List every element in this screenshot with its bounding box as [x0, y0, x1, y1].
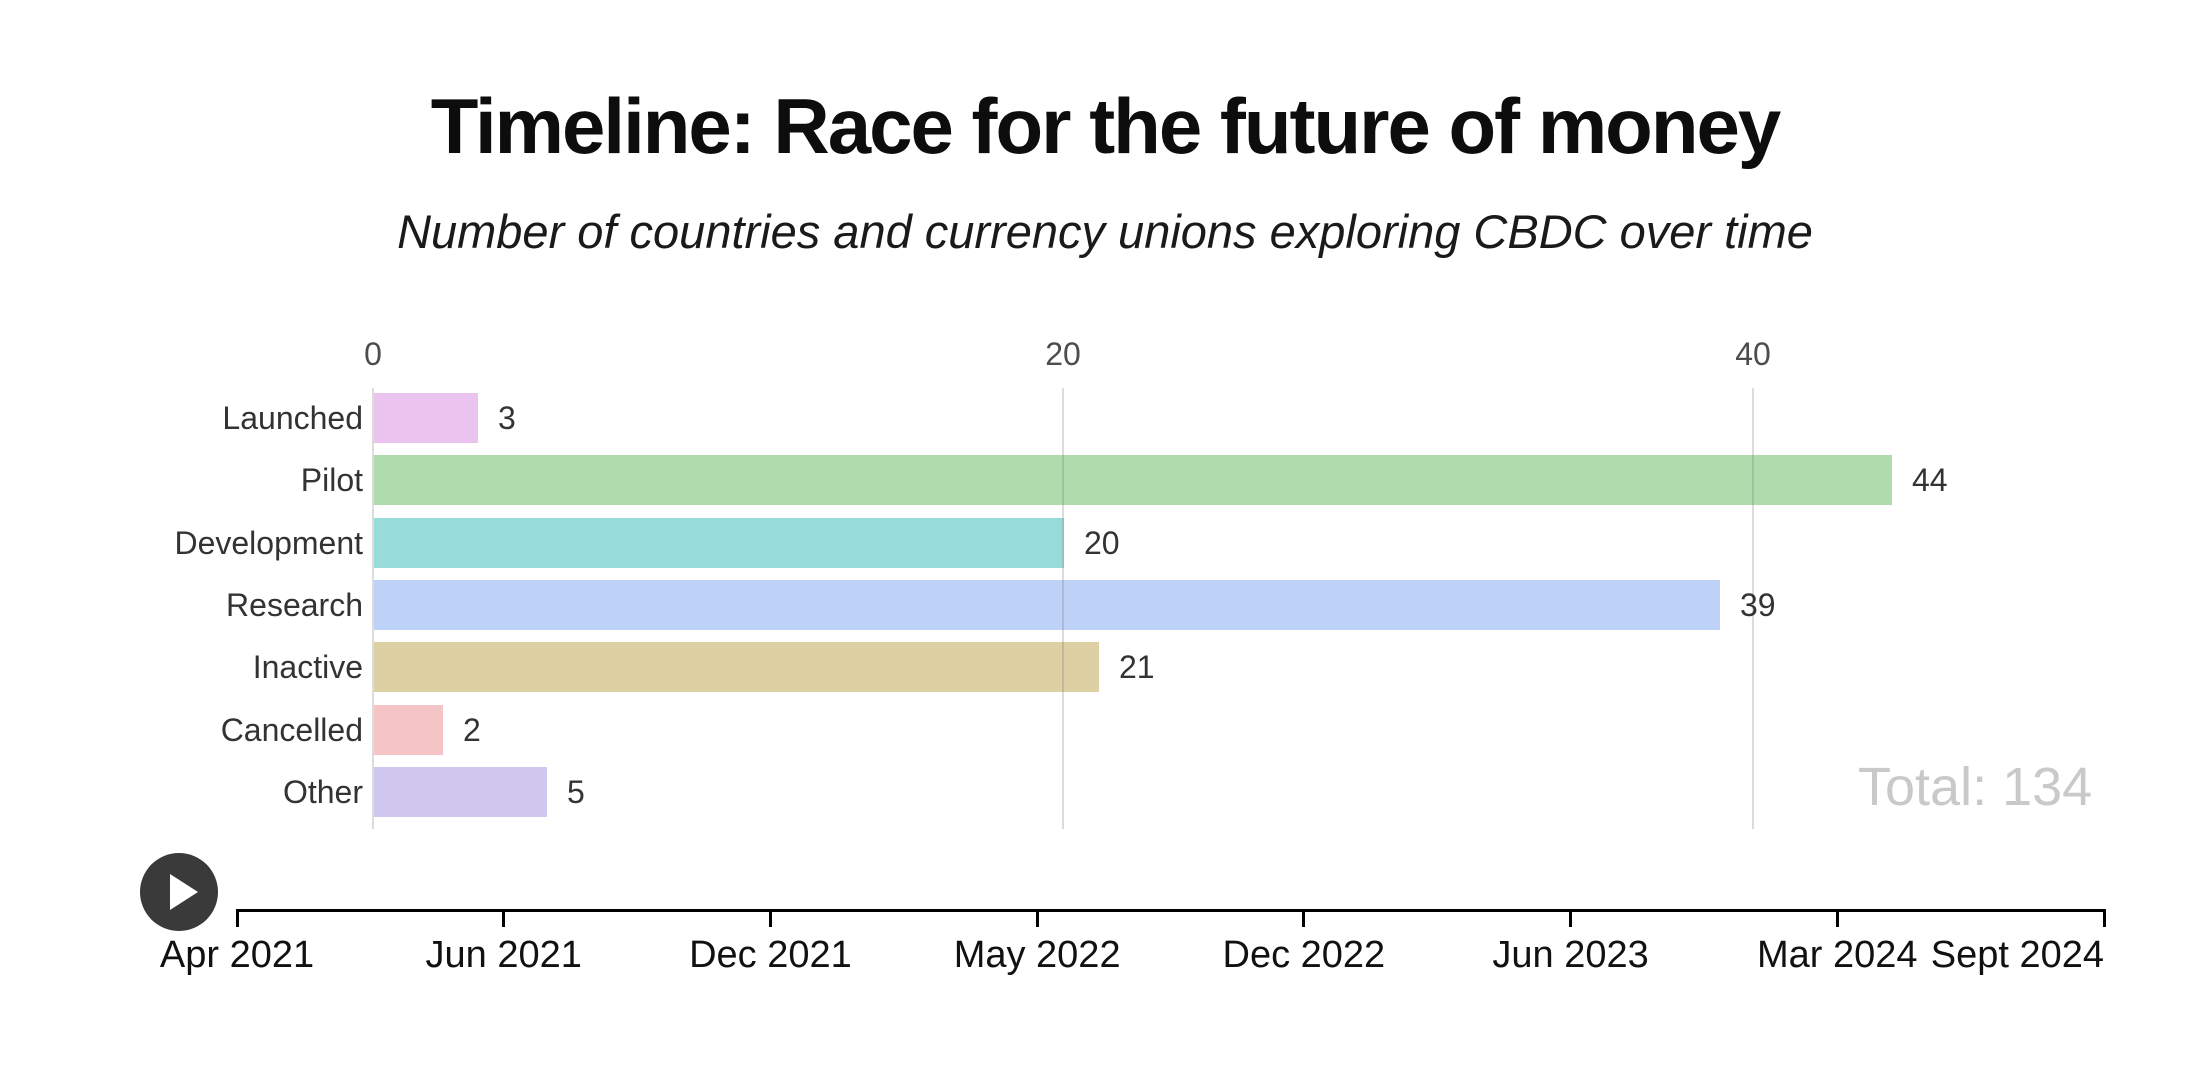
- value-label: 2: [463, 712, 481, 748]
- time-axis-label: Mar 2024: [1757, 934, 1918, 976]
- chart-title: Timeline: Race for the future of money: [430, 82, 1781, 170]
- time-axis-tick: [1569, 909, 1573, 927]
- value-label: 21: [1119, 649, 1155, 685]
- bar-launched: [374, 393, 478, 443]
- bar-cancelled: [374, 705, 443, 755]
- gridline: [1752, 388, 1754, 829]
- play-button[interactable]: [140, 853, 218, 931]
- time-axis-tick: [1302, 909, 1306, 927]
- value-label: 20: [1084, 525, 1120, 561]
- value-axis-tick-label: 40: [1735, 336, 1771, 372]
- gridline: [372, 388, 374, 829]
- time-axis-tick: [1035, 909, 1039, 927]
- gridline: [1062, 388, 1064, 829]
- value-label: 44: [1912, 462, 1948, 498]
- bar-pilot: [374, 455, 1892, 505]
- bar-development: [374, 518, 1064, 568]
- value-axis-tick-label: 0: [364, 336, 382, 372]
- time-axis-label: Jun 2021: [425, 934, 582, 976]
- time-axis-label: Dec 2021: [689, 934, 852, 976]
- category-label: Inactive: [252, 649, 363, 685]
- time-axis-label: Sept 2024: [1930, 934, 2104, 976]
- total-label: Total: 134: [1858, 757, 2093, 817]
- time-axis-label: May 2022: [953, 934, 1121, 976]
- value-label: 5: [567, 774, 585, 810]
- time-axis-tick: [502, 909, 506, 927]
- time-axis-tick: [2102, 909, 2106, 927]
- time-axis-tick: [1835, 909, 1839, 927]
- time-axis-label: Dec 2022: [1222, 934, 1386, 976]
- category-label: Research: [226, 587, 363, 623]
- category-label: Other: [282, 774, 363, 810]
- category-label: Pilot: [300, 462, 363, 498]
- time-axis-label: Apr 2021: [159, 934, 315, 976]
- category-label: Cancelled: [220, 712, 363, 748]
- value-label: 3: [498, 400, 516, 436]
- play-icon: [170, 874, 198, 910]
- time-axis-tick: [235, 909, 239, 927]
- value-label: 39: [1740, 587, 1776, 623]
- bar-other: [374, 767, 547, 817]
- time-axis-line: [237, 909, 2104, 912]
- chart-subtitle: Number of countries and currency unions …: [397, 205, 1813, 258]
- category-label: Launched: [222, 400, 363, 436]
- category-label: Development: [174, 525, 363, 561]
- time-axis-tick: [768, 909, 772, 927]
- time-axis-label: Jun 2023: [1492, 934, 1649, 976]
- bar-inactive: [374, 642, 1099, 692]
- bar-research: [374, 580, 1720, 630]
- value-axis-tick-label: 20: [1045, 336, 1081, 372]
